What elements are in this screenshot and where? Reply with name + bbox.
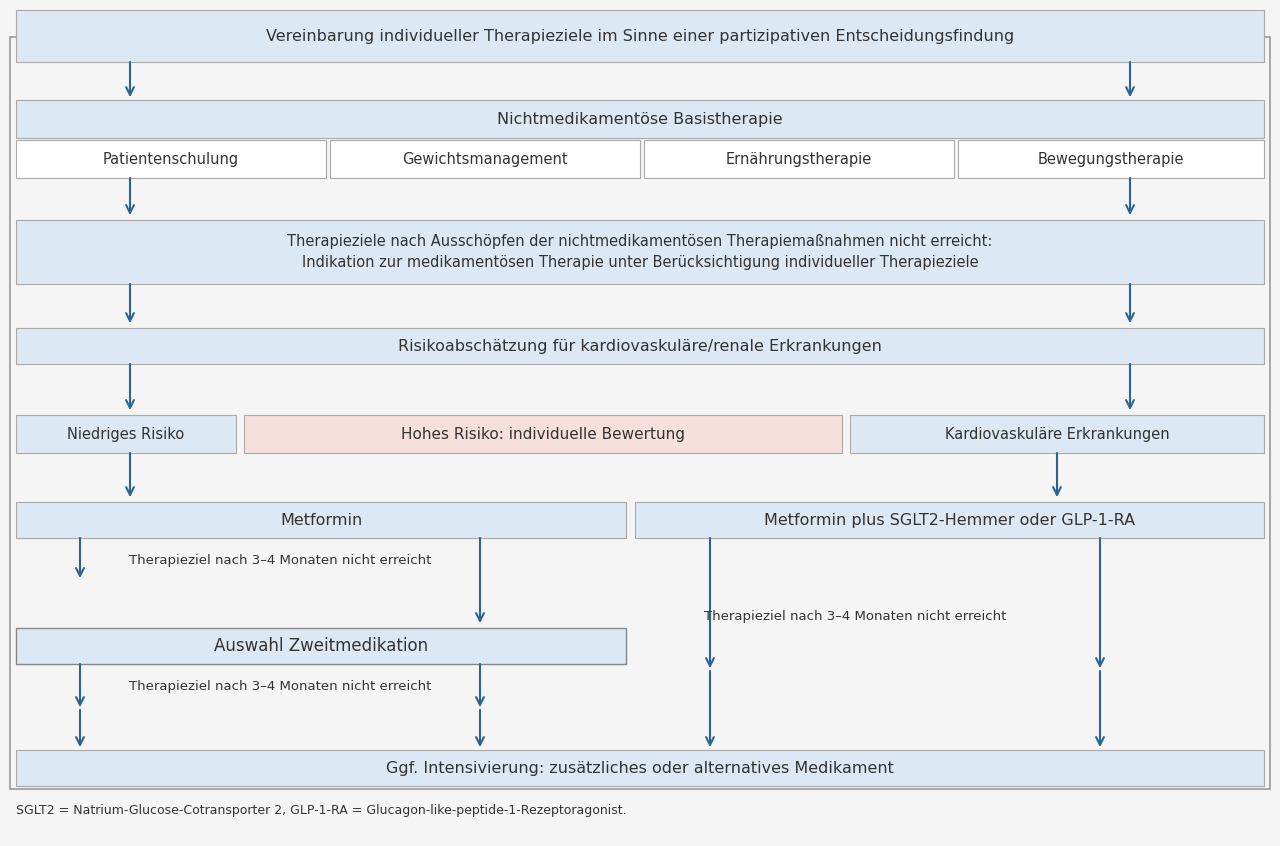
Text: Therapieziel nach 3–4 Monaten nicht erreicht: Therapieziel nach 3–4 Monaten nicht erre… xyxy=(704,609,1006,623)
Text: Kardiovaskuläre Erkrankungen: Kardiovaskuläre Erkrankungen xyxy=(945,426,1170,442)
Text: Therapieziele nach Ausschöpfen der nichtmedikamentösen Therapiemaßnahmen nicht e: Therapieziele nach Ausschöpfen der nicht… xyxy=(287,234,993,270)
Text: Risikoabschätzung für kardiovaskuläre/renale Erkrankungen: Risikoabschätzung für kardiovaskuläre/re… xyxy=(398,338,882,354)
FancyBboxPatch shape xyxy=(15,100,1265,138)
FancyBboxPatch shape xyxy=(15,502,626,538)
Text: Auswahl Zweitmedikation: Auswahl Zweitmedikation xyxy=(214,637,428,655)
Text: Gewichtsmanagement: Gewichtsmanagement xyxy=(402,151,568,167)
FancyBboxPatch shape xyxy=(850,415,1265,453)
FancyBboxPatch shape xyxy=(644,140,954,178)
FancyBboxPatch shape xyxy=(15,10,1265,62)
FancyBboxPatch shape xyxy=(15,750,1265,786)
Text: Vereinbarung individueller Therapieziele im Sinne einer partizipativen Entscheid: Vereinbarung individueller Therapieziele… xyxy=(266,29,1014,43)
FancyBboxPatch shape xyxy=(15,415,236,453)
FancyBboxPatch shape xyxy=(15,328,1265,364)
Text: SGLT2 = Natrium-Glucose-Cotransporter 2, GLP-1-RA = Glucagon-like-peptide-1-Reze: SGLT2 = Natrium-Glucose-Cotransporter 2,… xyxy=(15,804,627,817)
FancyBboxPatch shape xyxy=(15,140,326,178)
Text: Ernährungstherapie: Ernährungstherapie xyxy=(726,151,872,167)
Text: Niedriges Risiko: Niedriges Risiko xyxy=(68,426,184,442)
FancyBboxPatch shape xyxy=(15,220,1265,284)
FancyBboxPatch shape xyxy=(957,140,1265,178)
Text: Bewegungstherapie: Bewegungstherapie xyxy=(1038,151,1184,167)
FancyBboxPatch shape xyxy=(330,140,640,178)
Text: Patientenschulung: Patientenschulung xyxy=(102,151,239,167)
Text: Metformin plus SGLT2-Hemmer oder GLP-1-RA: Metformin plus SGLT2-Hemmer oder GLP-1-R… xyxy=(764,513,1135,528)
Text: Nichtmedikamentöse Basistherapie: Nichtmedikamentöse Basistherapie xyxy=(497,112,783,127)
Text: Hohes Risiko: individuelle Bewertung: Hohes Risiko: individuelle Bewertung xyxy=(401,426,685,442)
Text: Therapieziel nach 3–4 Monaten nicht erreicht: Therapieziel nach 3–4 Monaten nicht erre… xyxy=(129,553,431,567)
Text: Ggf. Intensivierung: zusätzliches oder alternatives Medikament: Ggf. Intensivierung: zusätzliches oder a… xyxy=(387,761,893,776)
FancyBboxPatch shape xyxy=(10,37,1270,789)
FancyBboxPatch shape xyxy=(635,502,1265,538)
Text: Metformin: Metformin xyxy=(280,513,362,528)
FancyBboxPatch shape xyxy=(15,628,626,664)
Text: Therapieziel nach 3–4 Monaten nicht erreicht: Therapieziel nach 3–4 Monaten nicht erre… xyxy=(129,679,431,693)
FancyBboxPatch shape xyxy=(244,415,842,453)
